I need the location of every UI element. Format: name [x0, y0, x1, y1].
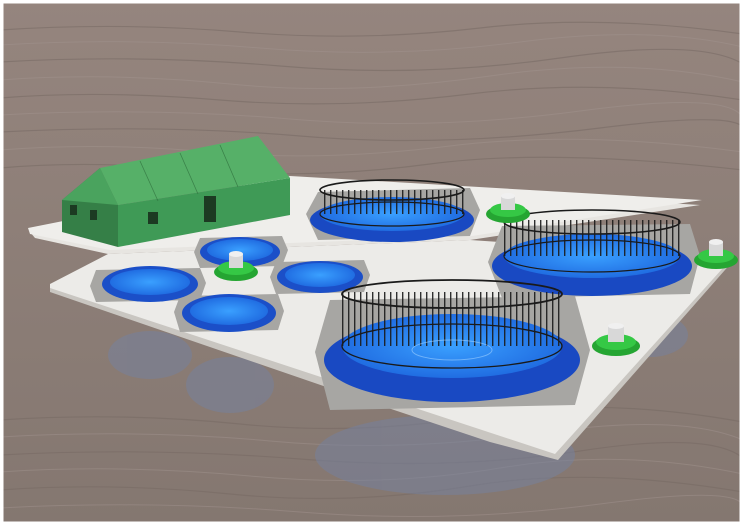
small-tank-1	[102, 266, 198, 302]
feeder-2	[486, 193, 530, 223]
small-tank-2	[182, 294, 276, 332]
feeder-1	[214, 251, 258, 281]
small-tank-3	[200, 237, 280, 267]
green-building	[62, 136, 290, 247]
small-tank-4	[277, 261, 363, 293]
medium-tank-right	[492, 209, 692, 296]
feeder-3	[694, 239, 738, 269]
feeder-4	[592, 323, 640, 356]
medium-tank-top	[310, 179, 474, 242]
large-tank	[324, 279, 580, 402]
